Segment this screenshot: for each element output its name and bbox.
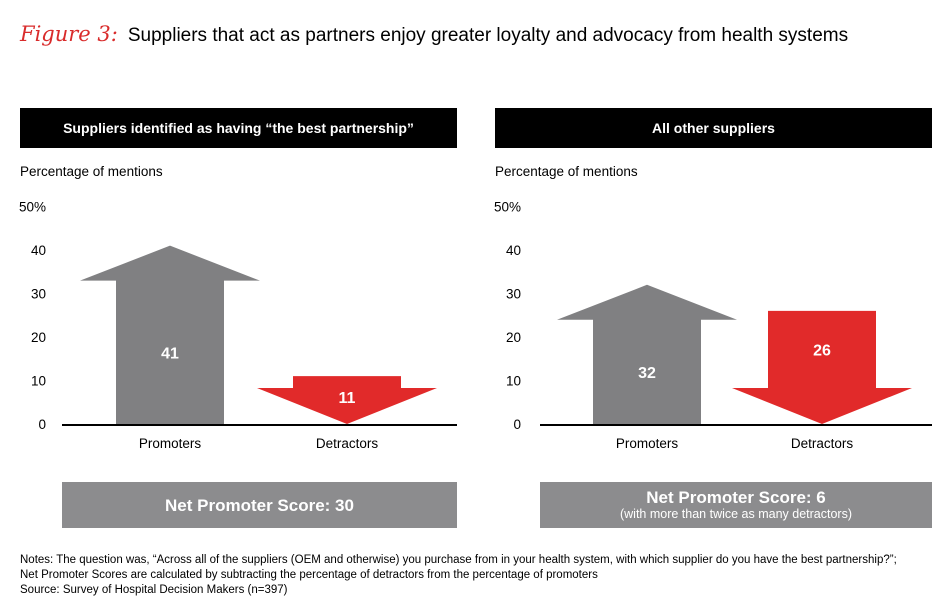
data-label-promoters: 32 [638,365,656,382]
bar-promoters [557,284,737,424]
y-tick-label: 50% [494,200,521,215]
y-tick-label: 50% [19,200,46,215]
y-tick-label: 40 [31,243,46,258]
y-axis-label-right: Percentage of mentions [495,164,638,179]
y-tick-label: 0 [38,417,46,432]
y-tick-label: 20 [31,330,46,345]
chart-best-partnership: 0 10 20 30 40 50% 41 Promoters 11 Detractors [19,200,457,451]
y-tick-label: 0 [513,417,521,432]
notes-line-method: Net Promoter Scores are calculated by su… [20,569,598,581]
data-label-promoters: 41 [161,345,179,362]
y-tick-label: 30 [506,287,521,302]
figure-title-text: Suppliers that act as partners enjoy gre… [127,25,849,46]
bar-detractors [732,310,912,424]
nps-score-right: Net Promoter Score: 6 [646,488,826,507]
data-label-detractors: 26 [813,342,831,359]
notes-line-question: Notes: The question was, “Across all of … [20,554,897,566]
notes: Notes: The question was, “Across all of … [20,553,897,598]
x-tick-label-promoters: Promoters [139,436,202,451]
bar-detractors [257,376,437,424]
x-tick-label-detractors: Detractors [316,436,379,451]
panel-header-best-partnership: Suppliers identified as having “the best… [20,108,457,148]
x-tick-label-promoters: Promoters [616,436,679,451]
bar-promoters [80,245,260,424]
nps-score-left: Net Promoter Score: 30 [165,495,354,515]
notes-line-source: Source: Survey of Hospital Decision Make… [20,584,288,596]
nps-box-best-partnership: Net Promoter Score: 30 [62,482,457,528]
chart-other-suppliers: 0 10 20 30 40 50% 32 Promoters 26 Detractors [494,200,932,451]
figure-label: Figure 3: [20,22,118,46]
y-tick-label: 40 [506,243,521,258]
y-tick-label: 20 [506,330,521,345]
y-tick-label: 30 [31,287,46,302]
panel-header-other-suppliers: All other suppliers [495,108,932,148]
nps-score-right-note: (with more than twice as many detractors… [619,507,853,521]
x-tick-label-detractors: Detractors [791,436,854,451]
data-label-detractors: 11 [339,390,356,407]
y-tick-label: 10 [31,374,46,389]
nps-box-other-suppliers: Net Promoter Score: 6 (with more than tw… [540,482,932,528]
y-axis-label-left: Percentage of mentions [20,164,163,179]
figure-title: Figure 3: Suppliers that act as partners … [20,22,848,47]
y-tick-label: 10 [506,374,521,389]
